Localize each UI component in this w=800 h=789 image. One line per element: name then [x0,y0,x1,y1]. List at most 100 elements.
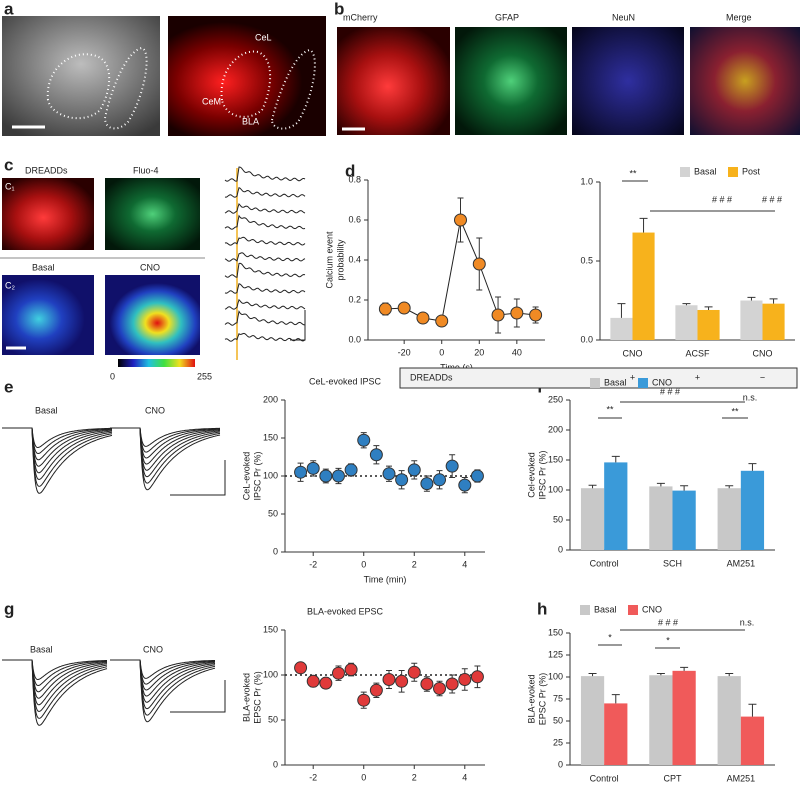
y-tick-label: 0 [273,759,278,769]
bar [717,676,741,765]
trace [2,659,108,706]
bar [672,670,696,765]
bar [740,300,763,340]
data-point [407,665,421,679]
trace-label: CNO [145,405,165,415]
trace [224,186,306,198]
error-bar [747,296,756,301]
y-tick-label: 200 [263,394,278,404]
data-point [344,663,358,677]
error-bar [725,485,734,489]
data-point [472,257,486,271]
panel-letter: e [4,377,13,396]
trace [110,659,216,716]
data-point [458,478,472,492]
y-tick-label: 50 [553,514,563,524]
y-axis-label: EPSC Pr (%) [537,673,547,726]
trace [2,427,113,487]
x-tick-label: 0 [439,347,444,357]
legend-label: CNO [652,377,672,387]
y-tick-label: 0 [558,759,563,769]
legend-label: Basal [694,166,717,176]
x-tick-label: 2 [412,772,417,782]
row-value: + [695,372,700,382]
legend-swatch [580,605,590,615]
error-bar [704,306,713,310]
data-point [420,477,434,491]
y-tick-label: 150 [548,627,563,637]
x-tick-label: AM251 [727,558,756,568]
trace [2,427,113,494]
trace [224,262,306,278]
trace [2,659,108,726]
cno-heatmap [105,275,200,355]
annotation: # # # [660,386,680,396]
annotation: # # # [658,617,678,627]
trace [2,427,112,461]
y-axis-label: CeL-evoked [241,452,251,501]
colorbar-label: 255 [197,371,212,381]
annotation: ** [606,404,614,414]
bar [672,490,696,550]
annotation: # # # [712,194,732,204]
trace [2,427,112,449]
data-point [344,463,358,477]
trace [224,332,306,342]
y-tick-label: 50 [553,715,563,725]
x-axis-label: Time (min) [364,574,407,584]
image-label: Basal [32,262,55,272]
y-tick-label: 100 [548,484,563,494]
x-tick-label: AM251 [727,773,756,783]
x-tick-label: 4 [462,772,467,782]
scale-bar [170,680,226,713]
panel-letter: d [345,161,355,180]
data-point [470,670,484,684]
data-point [319,469,333,483]
trace [110,427,221,478]
outline [46,53,111,120]
x-tick-label: CNO [623,348,643,358]
trace [110,659,216,703]
annotation: * [666,635,670,645]
bar [740,716,765,765]
channel-label: Merge [726,12,752,22]
x-tick-label: Control [590,558,619,568]
panel-letter: h [537,599,547,618]
data-point [319,676,333,690]
trace [224,283,306,294]
legend-label: Basal [594,604,617,614]
x-tick-label: 0 [361,559,366,569]
trace [2,659,108,687]
annotation: n.s. [743,392,758,402]
y-tick-label: 250 [548,394,563,404]
panel-letter: c [4,155,13,174]
row-value: − [760,372,765,382]
annotation: * [608,632,612,642]
data-point [510,306,524,320]
data-point [416,311,430,325]
x-tick-label: CNO [753,348,773,358]
trace [224,203,306,214]
x-tick-label: 20 [474,347,484,357]
y-tick-label: 150 [263,432,278,442]
data-point [395,674,409,688]
region-label: BLA [242,116,259,126]
trace [2,659,108,699]
legend-swatch [628,605,638,615]
data-point [294,661,308,675]
outline [220,50,272,118]
trace [2,659,108,719]
trace [110,659,216,723]
trace [224,236,306,246]
bar [717,488,741,550]
y-tick-label: 0.0 [580,334,593,344]
ipsc-traces [2,427,221,494]
y-tick-label: 0.0 [348,334,361,344]
y-axis-label: Calcium event [324,231,334,289]
x-tick-label: 2 [412,559,417,569]
x-tick-label: SCH [663,558,682,568]
y-tick-label: 0.2 [348,294,361,304]
error-bar [588,672,597,677]
annotation: n.s. [740,617,755,627]
